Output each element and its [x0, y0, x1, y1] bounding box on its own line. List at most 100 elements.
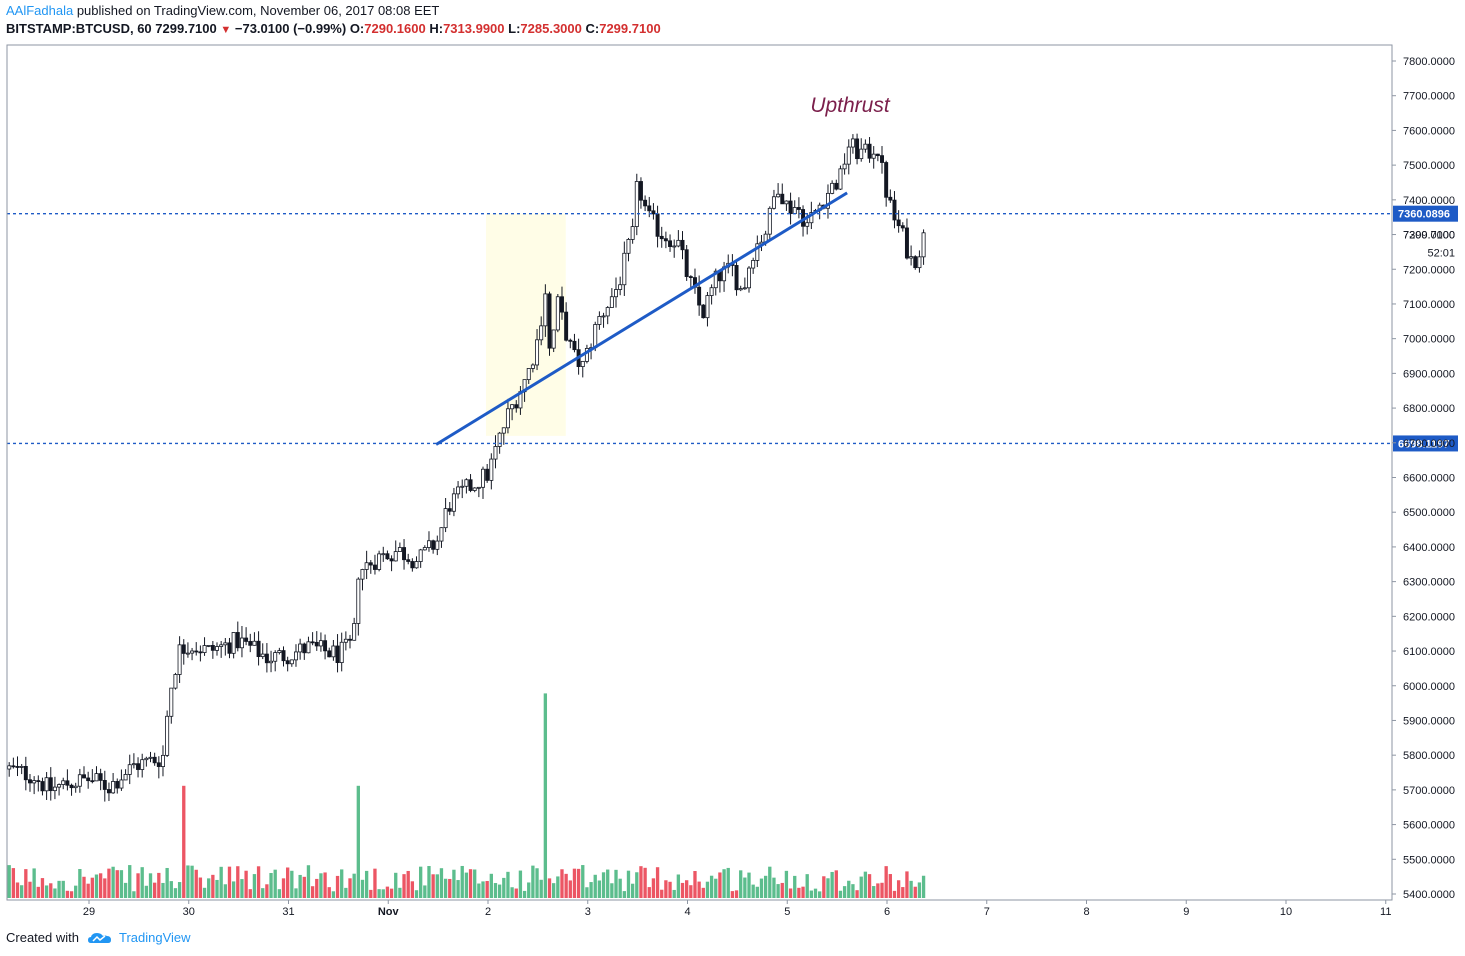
upthrust-annotation: Upthrust [810, 94, 891, 117]
volume-bar [61, 880, 65, 898]
volume-bar [822, 876, 826, 898]
volume-bar [310, 886, 315, 898]
volume-bar [576, 868, 581, 898]
price-tick-label: 7000.0000 [1403, 334, 1455, 346]
price-tick-label: 7600.0000 [1403, 125, 1455, 137]
volume-bar [389, 888, 394, 898]
time-tick-label: 10 [1280, 906, 1292, 918]
volume-bar [423, 885, 427, 898]
volume-bar [772, 877, 776, 898]
candle-body [161, 754, 165, 767]
time-axis[interactable]: 29 30 31 Nov 2 3 4 5 6 7 8 9 10 11 [83, 900, 1392, 918]
price-tick-label: 7400.0000 [1403, 195, 1455, 207]
candle-body [244, 637, 249, 642]
candle-body [269, 660, 274, 664]
volume-bar [527, 882, 531, 898]
price-tick-label: 5400.0000 [1403, 889, 1455, 901]
ascending-trendline[interactable] [435, 191, 848, 446]
volume-bar [24, 869, 28, 898]
time-tick-label: 30 [183, 906, 195, 918]
volume-bar [784, 870, 789, 898]
candle-body [601, 315, 606, 318]
candle-body [555, 296, 560, 331]
candle-body [28, 779, 32, 784]
candle-body [335, 645, 340, 664]
candle-body [742, 287, 747, 290]
candle-body [497, 432, 502, 447]
volume-bar [747, 872, 751, 898]
candle-body [310, 641, 315, 644]
close-label: C: [585, 21, 600, 36]
candle-body [397, 547, 402, 552]
candle-body [348, 638, 352, 641]
volume-bar [53, 888, 57, 898]
tradingview-brand-link[interactable]: TradingView [118, 930, 191, 945]
candle-body [597, 316, 602, 325]
candle-body [11, 765, 16, 768]
candle-body [377, 553, 382, 570]
volume-bar [655, 867, 660, 898]
price-tick-label: 7800.0000 [1403, 56, 1455, 68]
volume-bar [177, 882, 182, 898]
candle-body [705, 295, 710, 319]
open-label: O: [349, 21, 365, 36]
candle-body [190, 650, 195, 654]
last-price-label: 7299.7100 [1403, 230, 1455, 242]
volume-bar [581, 865, 585, 898]
candle-body [751, 260, 756, 269]
time-tick-label: 4 [684, 906, 690, 918]
candle-body [136, 763, 141, 770]
candle-body [231, 632, 236, 654]
time-tick-label: 3 [585, 906, 591, 918]
volume-bar [585, 887, 589, 898]
volume-bar [94, 874, 99, 898]
price-tick-label: 7100.0000 [1403, 299, 1455, 311]
volume-bar [98, 873, 103, 898]
candle-body [364, 562, 369, 570]
candle-body [788, 200, 793, 215]
volume-bar [892, 890, 897, 898]
volume-bar [161, 882, 165, 898]
price-tick-label: 5600.0000 [1403, 820, 1455, 832]
candle-body [127, 764, 132, 775]
volume-bar [140, 867, 144, 898]
candle-body [830, 182, 835, 194]
candle-body [223, 642, 228, 646]
candle-body [339, 641, 344, 664]
candle-body [219, 644, 224, 647]
candle-body [547, 293, 552, 349]
candle-body [273, 652, 278, 662]
volume-bar [884, 866, 888, 898]
horizontal-lines: 7360.0896 6698.1197 7299.7100 52:01 [7, 205, 1458, 452]
candle-body [381, 553, 386, 556]
volume-bar [456, 880, 460, 898]
volume-bar [751, 884, 755, 898]
volume-bar [651, 878, 656, 898]
candle-body [780, 193, 785, 205]
candle-body [406, 559, 411, 562]
volume-bar [74, 885, 78, 898]
candle-body [543, 293, 548, 327]
candle-body [165, 715, 170, 756]
candle-body [568, 339, 573, 342]
volume-bar [805, 874, 809, 898]
candle-body [173, 674, 178, 689]
candle-body [738, 288, 743, 291]
volume-bar [493, 883, 498, 898]
volume-bar [522, 890, 527, 898]
candle-body [281, 650, 286, 662]
volume-bar [701, 887, 705, 898]
candle-body [867, 143, 872, 159]
candle-body [410, 561, 415, 569]
candle-body [713, 270, 718, 289]
volume-bar [28, 881, 32, 898]
time-tick-label: 7 [984, 906, 990, 918]
candle-body [181, 644, 186, 654]
candle-body [676, 239, 681, 247]
price-tick-label: 6600.0000 [1403, 473, 1455, 485]
candle-body [102, 780, 107, 790]
author-link[interactable]: AAlFadhala [6, 3, 74, 18]
trendline[interactable] [435, 191, 848, 446]
price-axis[interactable]: 5400.0000 5500.0000 5600.0000 5700.0000 5800… [1392, 56, 1455, 901]
